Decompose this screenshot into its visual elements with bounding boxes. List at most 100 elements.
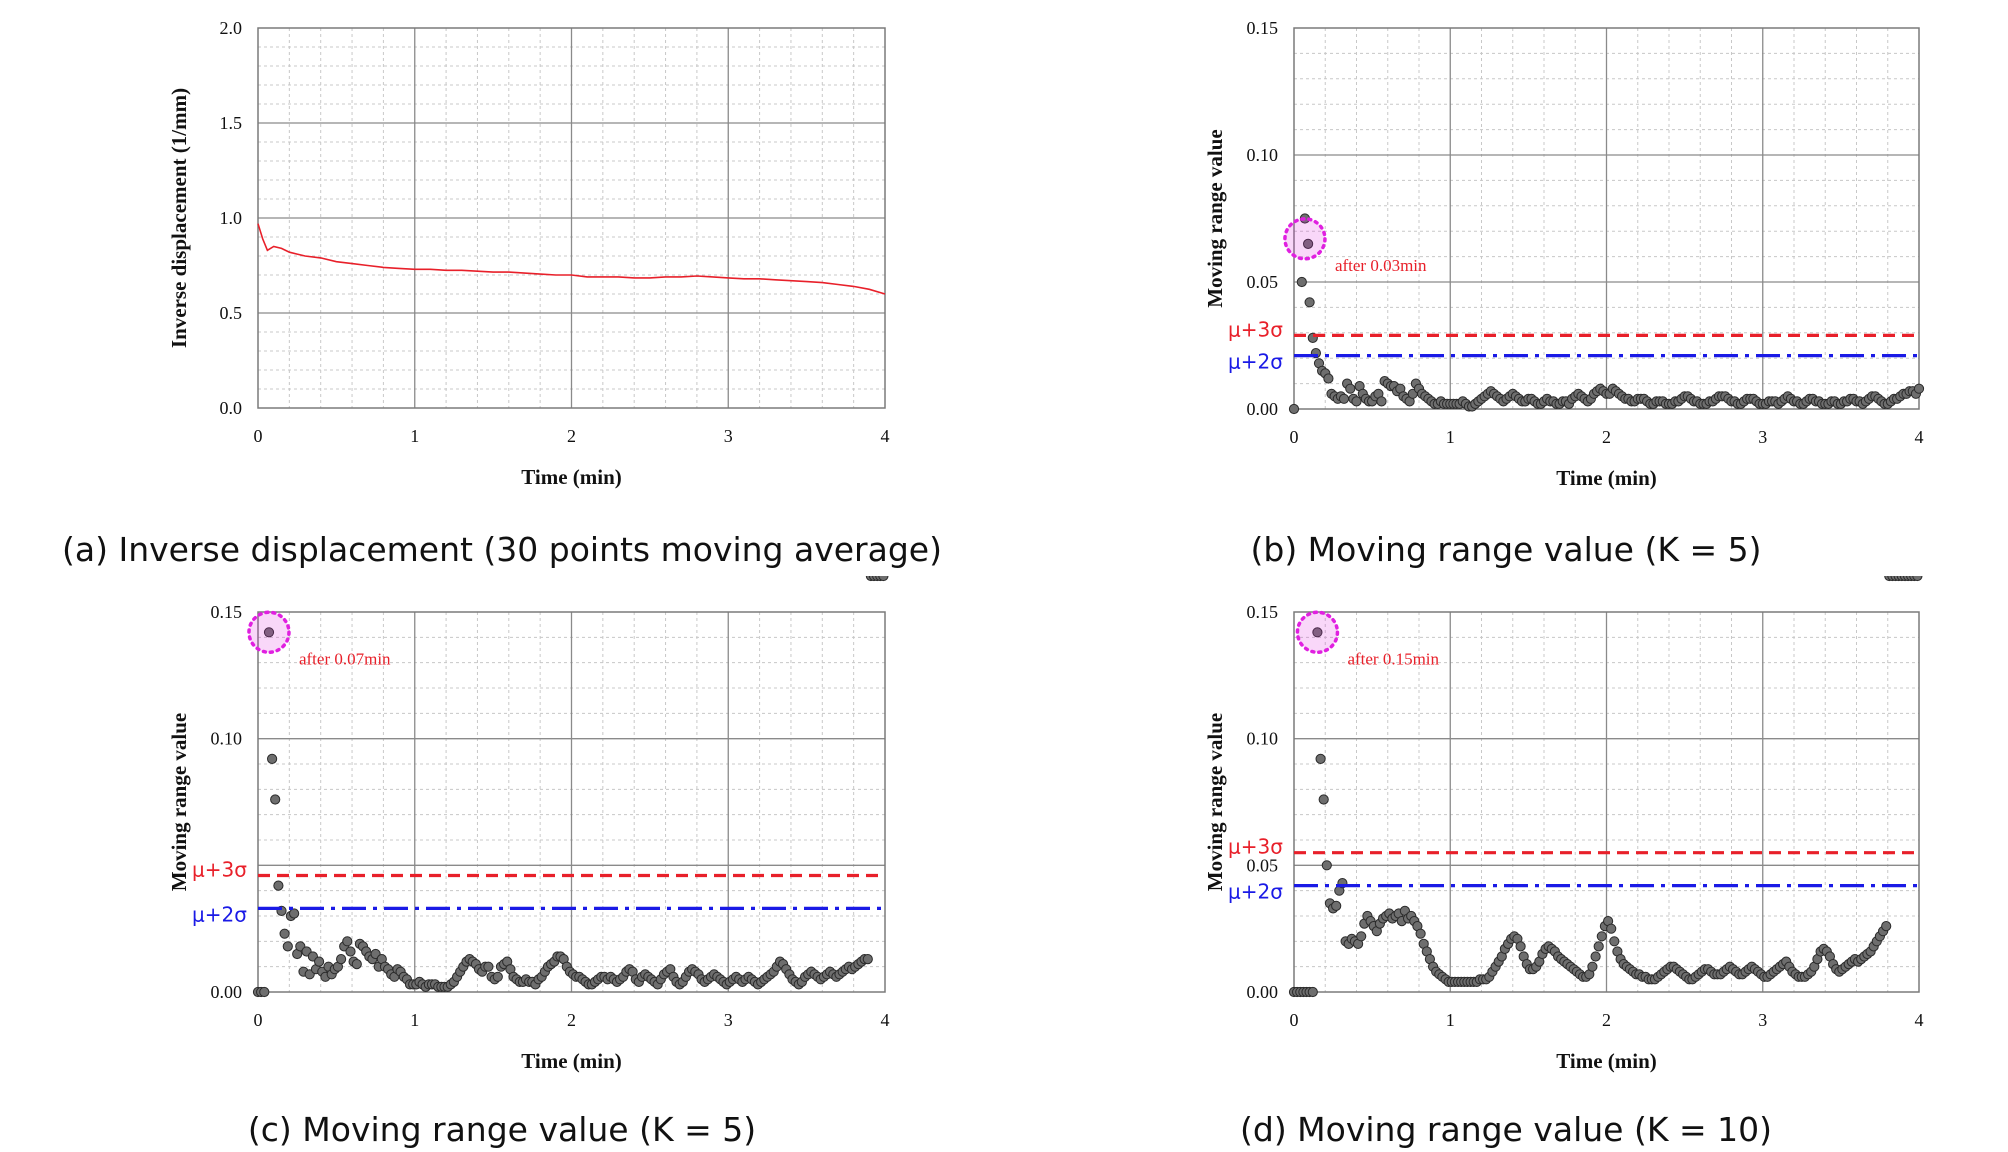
y-tick-label: 2.0 — [220, 18, 243, 38]
y-tick-label: 0.15 — [1247, 18, 1279, 38]
mu3-label-bg — [190, 857, 252, 880]
scatter-point — [1913, 383, 1925, 394]
scatter-point — [1376, 396, 1387, 407]
mu2-label-bg — [1226, 349, 1288, 372]
y-tick-label: 0.10 — [1247, 729, 1279, 749]
scatter-point — [1596, 931, 1607, 942]
caption-b: (b) Moving range value (K = 5) — [1250, 530, 1762, 569]
scatter-point — [1593, 941, 1604, 952]
mu3-label: μ+3σ — [192, 857, 247, 881]
x-tick-label: 2 — [567, 1010, 576, 1030]
x-tick-label: 3 — [1758, 427, 1767, 447]
x-tick-label: 1 — [1446, 427, 1455, 447]
scatter-point — [1338, 393, 1350, 404]
chart-b-svg: 0 1 2 3 4 0.00 0.05 0.10 0.15 Time (min) Moving ra… — [1203, 18, 1925, 490]
scatter-point — [492, 971, 503, 982]
highlight-circle — [247, 610, 291, 655]
y-tick-label: 0.05 — [1247, 272, 1279, 292]
y-tick-label: 0.00 — [211, 982, 243, 1002]
x-tick-label: 0 — [1290, 427, 1299, 447]
x-tick-label: 4 — [1915, 1010, 1924, 1030]
x-tick-label: 0 — [254, 1010, 263, 1030]
y-tick-label: 0.05 — [1247, 855, 1279, 875]
scatter-point — [273, 880, 284, 891]
x-tick-label: 3 — [724, 1010, 733, 1030]
scatter-points — [252, 576, 889, 998]
scatter-point — [1315, 753, 1326, 764]
y-tick-label: 1.5 — [220, 113, 243, 133]
scatter-point — [336, 954, 347, 965]
chart-d-svg: 0 1 2 3 4 0.00 0.05 0.10 0.15 Time (min) Moving ra… — [1203, 576, 1924, 1073]
scatter-point — [1304, 297, 1315, 308]
scatter-point — [263, 627, 275, 638]
scatter-point — [1296, 276, 1307, 288]
scatter-point — [1312, 627, 1323, 638]
caption-c: (c) Moving range value (K = 5) — [247, 1110, 757, 1149]
y-tick-label: 0.10 — [1247, 145, 1279, 165]
annotation-label: after 0.15min — [1347, 649, 1439, 668]
y-tick-label: 0.10 — [211, 729, 243, 749]
x-tick-label: 3 — [724, 426, 733, 446]
major-grid — [1294, 28, 1919, 409]
scatter-point — [1303, 238, 1314, 249]
x-tick-label: 2 — [1602, 427, 1611, 447]
y-axis-title: Inverse displacement (1/mm) — [167, 88, 191, 348]
x-tick-label: 4 — [1915, 427, 1924, 447]
x-tick-label: 1 — [410, 426, 419, 446]
scatter-point — [279, 928, 290, 939]
x-tick-label: 1 — [1446, 1010, 1455, 1030]
x-tick-label: 0 — [254, 426, 263, 446]
scatter-point — [267, 753, 278, 764]
series-line — [257, 223, 886, 295]
mu3-label: μ+3σ — [1228, 835, 1283, 859]
scatter-point — [1912, 576, 1923, 582]
scatter-point — [1345, 383, 1356, 394]
mu3-label-bg — [1226, 834, 1288, 857]
mu3-label-bg — [1226, 317, 1288, 340]
major-grid — [258, 28, 885, 408]
x-axis-title: Time (min) — [521, 465, 622, 489]
y-axis-title: Moving range value — [1203, 129, 1227, 308]
scatter-point — [878, 576, 889, 582]
caption-a: (a) Inverse displacement (30 points movi… — [62, 530, 942, 569]
scatter-point — [1321, 860, 1332, 871]
scatter-point — [1881, 921, 1892, 932]
scatter-point — [1288, 403, 1300, 415]
plot-frame — [257, 611, 886, 993]
x-tick-label: 0 — [1290, 1010, 1299, 1030]
y-tick-label: 0.15 — [1247, 602, 1279, 622]
major-grid — [1294, 612, 1919, 992]
panel-a: 0 1 2 3 4 0.0 0.5 1.0 1.5 2.0 Time (min) Inverse di… — [0, 0, 1004, 576]
y-axis-title: Moving range value — [1203, 713, 1227, 892]
panel-d: 0 1 2 3 4 0.00 0.05 0.10 0.15 Time (min) Moving ra… — [1004, 576, 2008, 1152]
y-tick-label: 0.0 — [220, 398, 243, 418]
major-grid — [258, 612, 885, 992]
scatter-point — [862, 954, 873, 965]
y-tick-label: 0.5 — [220, 303, 243, 323]
x-tick-label: 3 — [1758, 1010, 1767, 1030]
x-axis-title: Time (min) — [521, 1049, 622, 1073]
scatter-point — [1307, 986, 1318, 998]
caption-d: (d) Moving range value (K = 10) — [1240, 1110, 1772, 1149]
scatter-point — [1515, 941, 1526, 952]
scatter-point — [1587, 961, 1598, 972]
x-tick-label: 2 — [1602, 1010, 1611, 1030]
mu2-label-bg — [190, 902, 252, 925]
scatter-point — [483, 961, 494, 972]
mu2-label: μ+2σ — [1228, 880, 1283, 904]
scatter-point — [345, 946, 356, 957]
x-tick-label: 2 — [567, 426, 576, 446]
scatter-point — [342, 936, 353, 947]
highlight-circle — [1295, 610, 1340, 655]
x-tick-label: 4 — [881, 1010, 890, 1030]
mu2-label-bg — [1226, 879, 1288, 902]
x-axis-title: Time (min) — [1556, 466, 1657, 490]
scatter-point — [1323, 373, 1334, 384]
scatter-point — [289, 908, 300, 919]
scatter-point — [259, 986, 270, 998]
chart-a-svg: 0 1 2 3 4 0.0 0.5 1.0 1.5 2.0 Time (min) Inverse di… — [167, 18, 890, 489]
y-axis-title: Moving range value — [167, 713, 191, 892]
highlight-circle — [1283, 217, 1327, 261]
